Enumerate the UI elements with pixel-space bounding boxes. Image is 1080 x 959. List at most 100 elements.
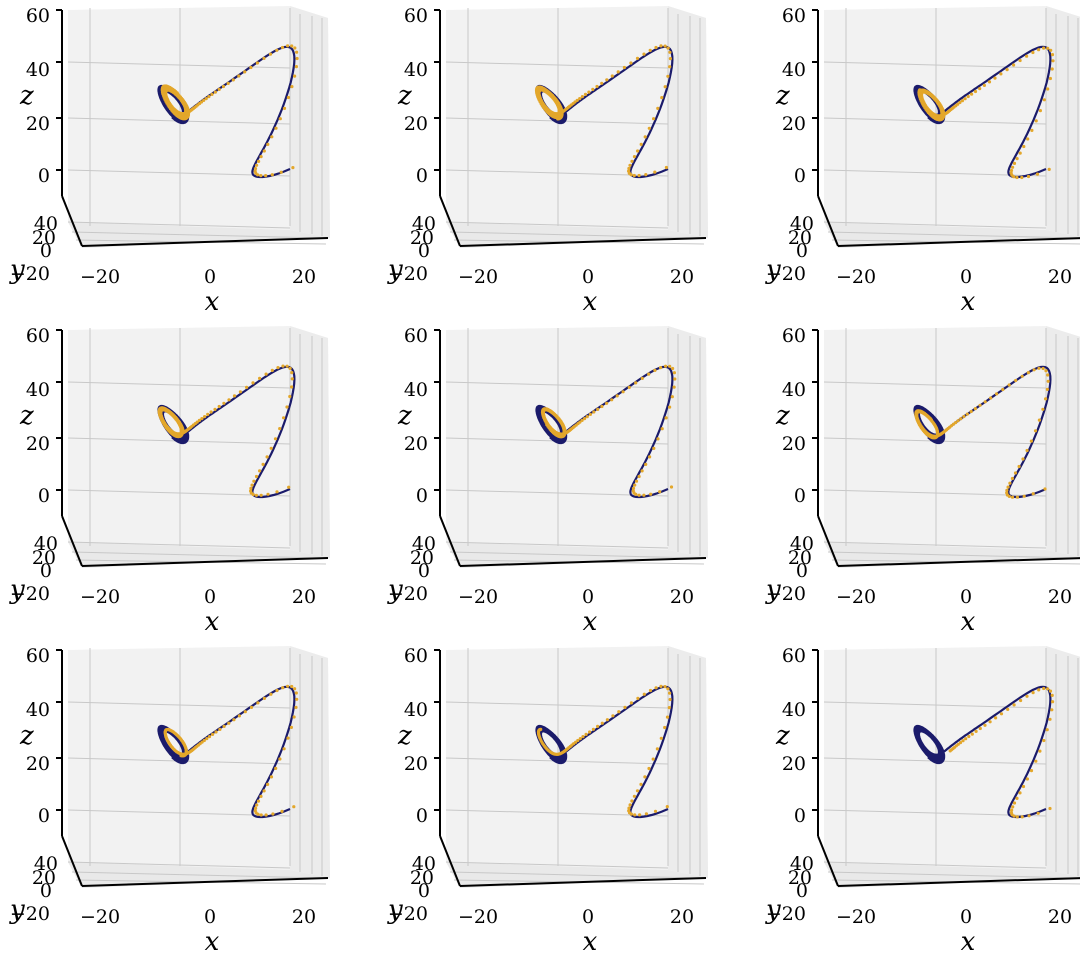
z-tick-label: 60 [404, 5, 428, 27]
prediction-point [982, 83, 986, 87]
prediction-point [611, 714, 615, 718]
prediction-point [222, 724, 226, 728]
prediction-point [287, 485, 291, 489]
x-tick-label: 0 [204, 266, 216, 288]
x-tick-label: 0 [582, 586, 594, 608]
prediction-point [231, 78, 235, 82]
prediction-point [592, 410, 596, 414]
prediction-point [1013, 471, 1018, 475]
z-tick-label: 60 [782, 645, 806, 667]
x-tick-label: 0 [960, 266, 972, 288]
prediction-point [256, 701, 260, 705]
prediction-point [631, 489, 635, 493]
prediction-point [630, 159, 634, 163]
prediction-point [292, 715, 296, 719]
prediction-point [1031, 492, 1035, 496]
axis-lines [56, 649, 329, 887]
z-tick-label: 0 [794, 485, 806, 507]
prediction-point [1015, 495, 1019, 499]
y-tick-label: 20 [410, 227, 434, 249]
y-tick-label: 40 [412, 533, 436, 555]
prediction-point [1037, 688, 1041, 692]
side-pane [290, 326, 330, 558]
prediction-point [222, 401, 226, 405]
prediction-point [605, 718, 609, 722]
prediction-point [1041, 366, 1045, 371]
y-tick-label: 40 [412, 853, 436, 875]
prediction-point [1018, 58, 1022, 63]
reference-trajectory [913, 685, 1052, 819]
prediction-point [665, 805, 669, 809]
prediction-point [668, 691, 672, 695]
x-tick-label: −20 [836, 266, 876, 288]
prediction-point [659, 684, 663, 688]
prediction-point [255, 803, 259, 807]
prediction-points [540, 364, 677, 497]
prediction-point [257, 159, 261, 163]
prediction-point [1036, 811, 1040, 815]
prediction-point [978, 403, 982, 407]
prediction-point [1005, 488, 1009, 492]
z-tick-label: 20 [782, 113, 806, 135]
prediction-point [1048, 76, 1052, 81]
prediction-points [536, 684, 672, 817]
prediction-point [1050, 53, 1055, 57]
prediction-point [652, 117, 656, 121]
prediction-point [1025, 54, 1029, 58]
prediction-point [596, 407, 600, 411]
z-tick-label: 40 [26, 699, 50, 721]
prediction-point [1022, 144, 1026, 149]
prediction-point [217, 87, 221, 91]
prediction-point [627, 806, 631, 810]
prediction-point [1009, 811, 1013, 815]
x-tick-label: 0 [960, 906, 972, 928]
prediction-point [584, 732, 588, 736]
prediction-point [634, 381, 638, 385]
y-tick-label: 40 [790, 213, 814, 235]
y-extra-tick-label: −20 [388, 583, 428, 605]
prediction-point [632, 173, 636, 178]
prediction-point [995, 392, 999, 396]
prediction-point [1042, 98, 1046, 102]
y-extra-tick-label: −20 [10, 903, 50, 925]
y-tick-label: 0 [40, 240, 52, 262]
prediction-point [656, 437, 660, 441]
prediction-point [262, 696, 266, 700]
prediction-point [274, 766, 278, 770]
prediction-point [978, 726, 982, 731]
prediction-point [628, 803, 632, 807]
prediction-point [642, 52, 646, 56]
prediction-point [653, 809, 658, 813]
prediction-point [668, 697, 672, 702]
y-extra-tick-label: −20 [766, 903, 806, 925]
prediction-point [660, 427, 664, 431]
x-axis-label: x [205, 607, 220, 637]
prediction-point [583, 417, 587, 421]
prediction-point [632, 155, 637, 159]
y-axis-label: y [387, 255, 403, 285]
x-tick-label: −20 [458, 906, 498, 928]
prediction-points [534, 44, 672, 178]
prediction-point [970, 732, 974, 736]
prediction-point [262, 789, 266, 793]
grid-lines [445, 328, 705, 565]
prediction-point [1025, 448, 1029, 453]
prediction-point [1042, 46, 1046, 50]
prediction-point [653, 368, 657, 372]
z-axis-label: z [397, 81, 412, 111]
x-axis-label: x [205, 927, 220, 957]
prediction-point [270, 135, 274, 139]
z-axis-label: z [19, 721, 34, 751]
prediction-point [264, 372, 268, 376]
prediction-point [988, 720, 992, 724]
prediction-point [1012, 161, 1017, 165]
prediction-point [983, 723, 987, 727]
prediction-point [634, 479, 639, 483]
z-tick-label: 20 [26, 753, 50, 775]
side-pane [290, 646, 330, 878]
prediction-point [273, 437, 278, 441]
prediction-point [610, 74, 614, 78]
prediction-point [629, 701, 633, 705]
